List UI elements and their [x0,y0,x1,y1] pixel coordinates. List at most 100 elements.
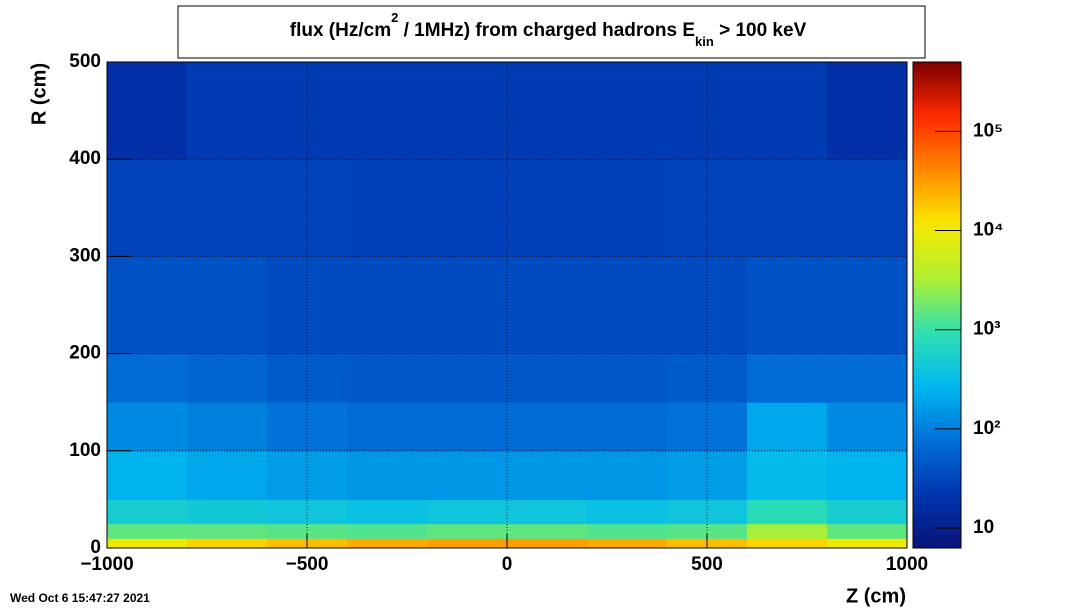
heat-cell [187,402,268,452]
y-tick-label: 200 [69,343,101,364]
heat-cell [587,159,668,257]
heat-cell [827,538,908,549]
z-tick-label: 10⁵ [973,120,1003,141]
heat-cell [347,538,428,549]
z-tick-label: 10³ [973,319,1000,340]
heat-cell [507,159,588,257]
x-tick-label: 1000 [886,554,928,575]
heat-cell [107,538,188,549]
heat-cell [587,353,668,403]
heat-cell [507,499,588,525]
z-tick-label: 10² [973,418,1000,439]
title-sup: 2 [391,10,398,25]
heat-cell [427,256,508,355]
title-part: > 100 keV [714,20,807,41]
color-bar [912,61,962,549]
heat-cell [107,499,188,525]
heat-cell [587,62,668,160]
x-tick-label: −1000 [80,554,133,575]
heat-cell [267,523,348,539]
heat-cell [107,402,188,452]
heat-cell [667,523,748,539]
heat-cell [507,353,588,403]
heat-cell [107,523,188,539]
heat-cell [187,499,268,525]
heat-cell [587,256,668,355]
heat-cell [427,499,508,525]
heat-cell [267,159,348,257]
y-tick-label: 300 [69,245,101,266]
x-tick-label: 0 [502,554,513,575]
heat-cell [267,353,348,403]
x-tick-label: −500 [286,554,329,575]
heat-cell [107,62,188,160]
heat-cell [667,353,748,403]
heat-cell [667,159,748,257]
heat-cell [187,353,268,403]
heat-cell [107,450,188,500]
heat-cell [507,62,588,160]
heat-cell [187,523,268,539]
heat-cell [187,159,268,257]
heat-cell [827,62,908,160]
heat-cell [347,256,428,355]
heat-cell [587,538,668,549]
heat-cell [107,353,188,403]
heat-cell [347,523,428,539]
y-tick-label: 500 [69,51,101,72]
heat-cell [747,62,828,160]
heat-cell [747,538,828,549]
heat-cell [587,523,668,539]
date-stamp: Wed Oct 6 15:47:27 2021 [10,591,150,605]
heat-cell [827,402,908,452]
heat-cell [827,159,908,257]
heat-cell [747,450,828,500]
heat-cell [747,159,828,257]
heat-cell [427,538,508,549]
heat-cell [827,353,908,403]
heat-cell [507,523,588,539]
heat-cell [507,538,588,549]
y-tick-label: 0 [90,537,101,558]
heat-cell [187,256,268,355]
chart-title: flux (Hz/cm2 / 1MHz) from charged hadron… [290,10,807,49]
heat-cell [187,538,268,549]
heat-cell [427,450,508,500]
heat-cell [827,499,908,525]
heat-cell [747,256,828,355]
heat-cell [187,62,268,160]
heat-cell [347,499,428,525]
z-tick-label: 10⁴ [973,220,1004,241]
heat-cell [347,353,428,403]
heat-cell [507,402,588,452]
title-part: flux (Hz/cm [290,20,391,41]
heat-cell [187,450,268,500]
heat-cell [747,499,828,525]
heat-cell [827,450,908,500]
heat-cell [747,402,828,452]
y-axis-label: R (cm) [28,63,50,125]
heat-cell [827,256,908,355]
title-part: / 1MHz) from charged hadrons E [398,20,695,41]
heat-cell [747,353,828,403]
heat-cell [427,353,508,403]
heat-cell [587,450,668,500]
heat-cell [347,402,428,452]
y-tick-label: 100 [69,440,101,461]
x-tick-label: 500 [691,554,723,575]
heat-cell [827,523,908,539]
heat-cell [587,402,668,452]
heat-cell [507,450,588,500]
heat-cell [427,62,508,160]
z-tick-label: 10 [973,517,994,538]
heat-cell [747,523,828,539]
heat-cell [427,402,508,452]
heat-cell [347,159,428,257]
heat-cell [427,159,508,257]
title-sub: kin [695,34,714,49]
heat-cell [507,256,588,355]
heat-cell [347,450,428,500]
title-box [177,5,926,59]
y-tick-label: 400 [69,148,101,169]
